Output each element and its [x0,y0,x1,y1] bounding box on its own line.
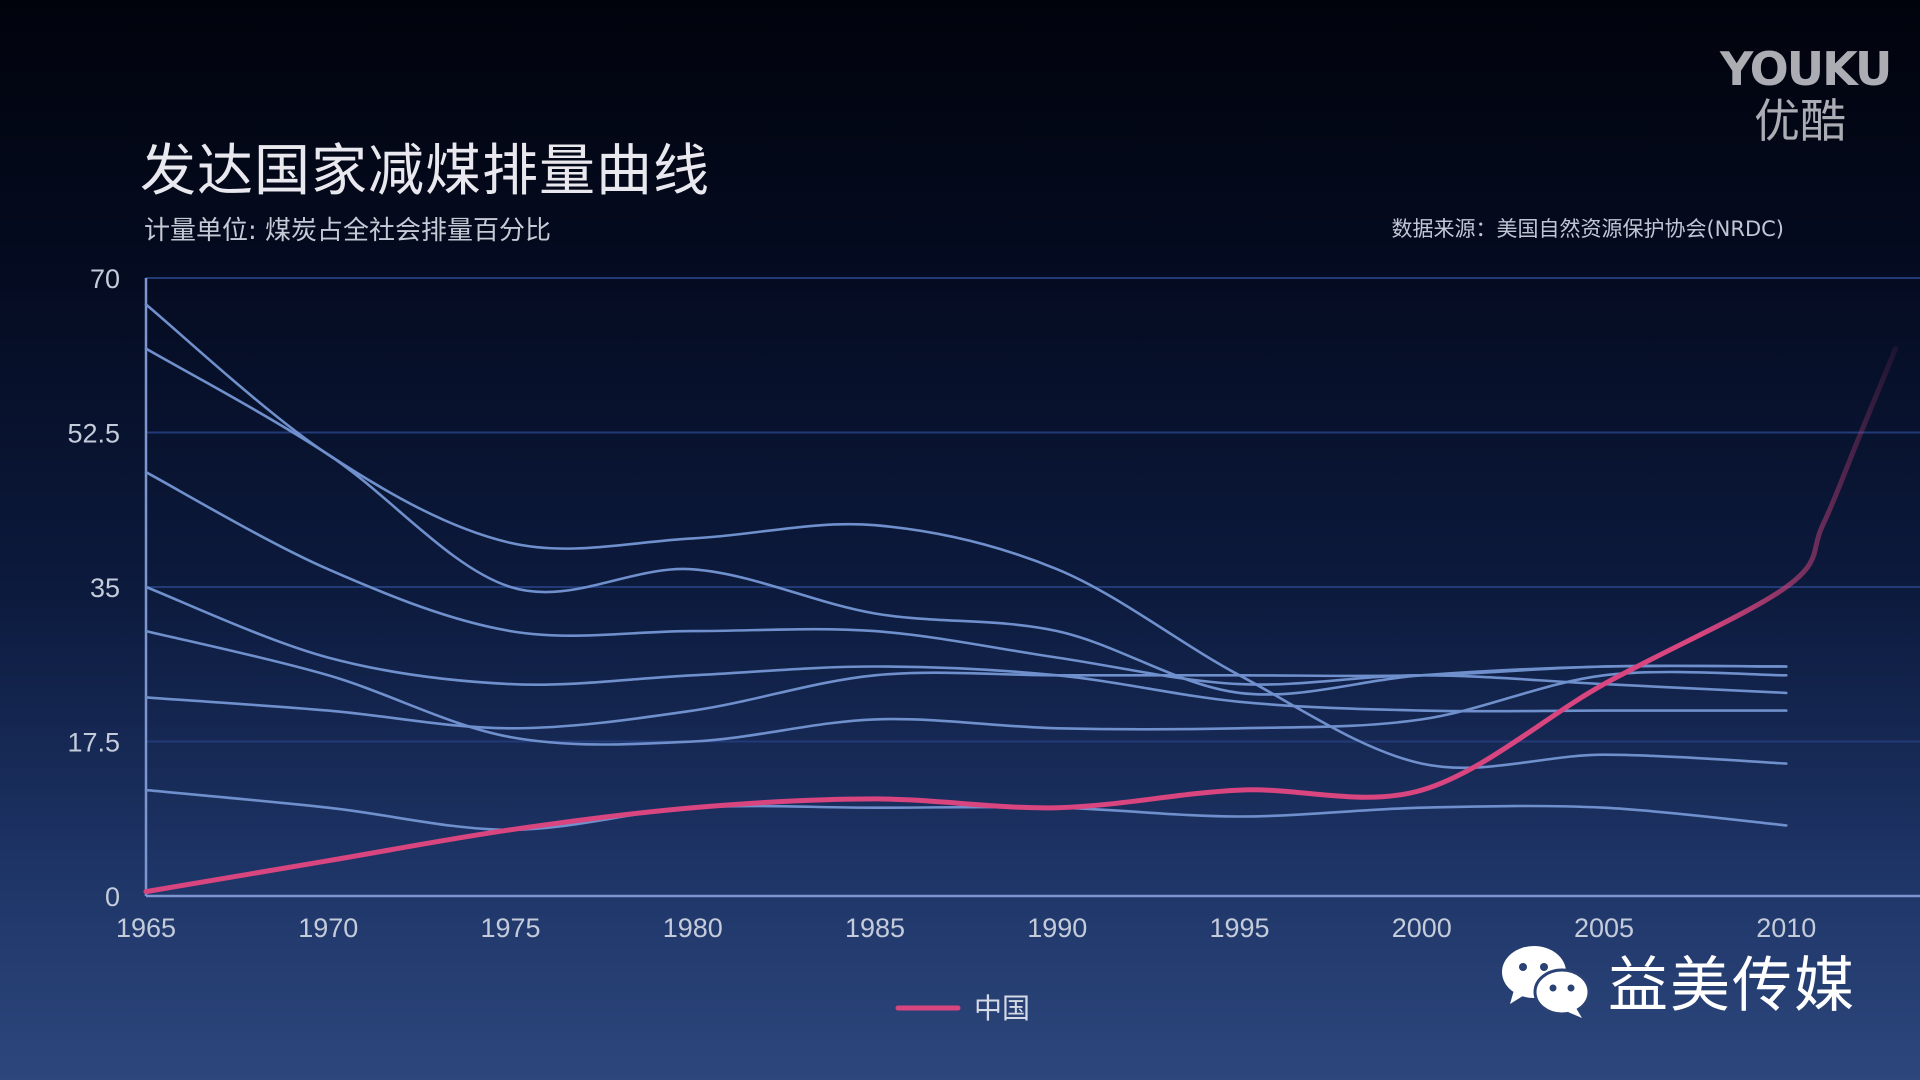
series-line-china [143,346,1899,895]
series-line-5 [144,629,1788,746]
watermark-text: 益美传媒 [1608,950,1856,1021]
data-source: 数据来源：美国自然资源保护协会(NRDC) [1391,217,1784,241]
youku-logo-text: YOUKU [1720,42,1892,96]
wechat-icon [1502,946,1591,1018]
series-line-3 [144,470,1788,695]
x-tick-label: 1965 [116,913,176,943]
series-layer [143,303,1899,895]
grid-layer [146,277,1920,743]
y-tick-label: 52.5 [67,419,120,449]
x-tick-label: 2005 [1574,913,1634,943]
y-tick-label: 70 [90,264,120,294]
x-tick-label: 1995 [1209,913,1269,943]
chart-title: 发达国家减煤排量曲线 [140,139,710,204]
y-tick-label: 35 [90,573,120,603]
x-tick-label: 2010 [1756,913,1816,943]
axis-layer: 0 17.5 35 52.5 70 1965 1970 1975 1980 1985 1990 199… [67,264,1920,943]
series-line-4 [144,585,1788,713]
y-tick-label: 0 [105,882,120,912]
series-line-6 [144,664,1788,730]
wechat-watermark: 益美传媒 [1498,940,1856,1021]
chart-subtitle: 计量单位: 煤炭占全社会排量百分比 [144,216,552,246]
series-line-7 [144,788,1788,832]
x-tick-label: 2000 [1392,913,1452,943]
x-tick-label: 1970 [298,913,358,943]
y-tick-label: 17.5 [67,728,120,758]
x-tick-label: 1975 [480,913,540,943]
series-line-1 [144,303,1788,770]
x-tick-label: 1985 [845,913,905,943]
youku-logo: YOUKU 优酷 [1720,42,1892,148]
legend-label-china: 中国 [974,992,1030,1025]
legend: 中国 [895,992,1030,1025]
x-tick-label: 1990 [1027,913,1087,943]
youku-logo-chinese: 优酷 [1754,94,1846,148]
x-tick-label: 1980 [663,913,723,943]
